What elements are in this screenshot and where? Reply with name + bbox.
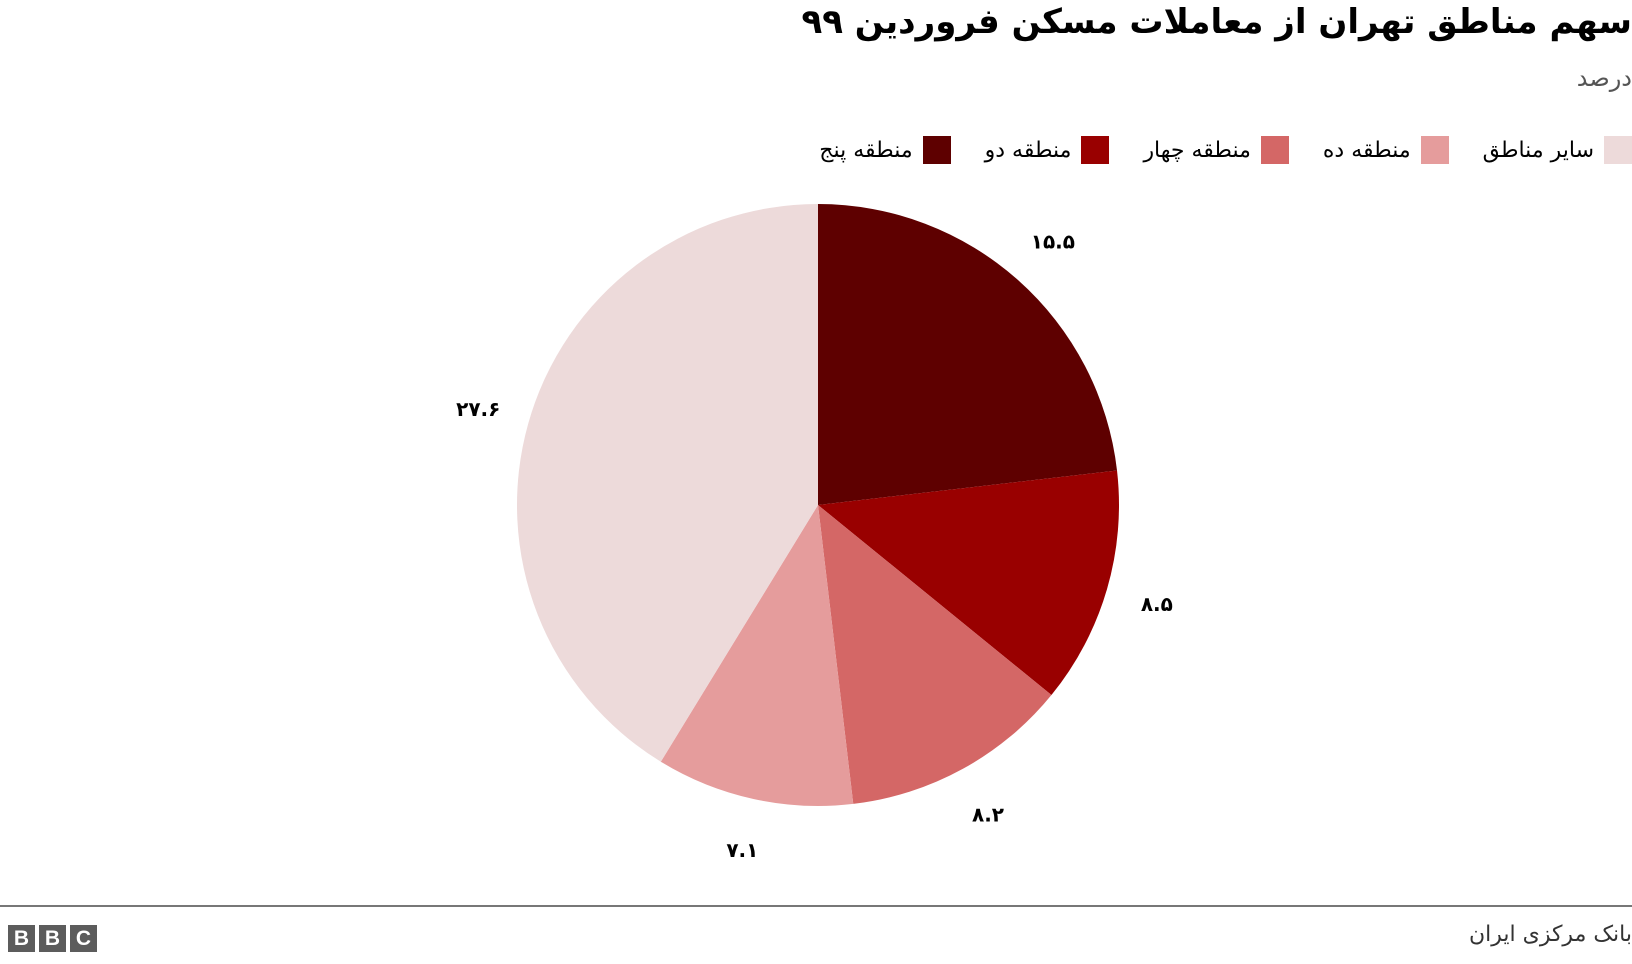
footer-divider [0, 905, 1632, 907]
data-label: ۸.۲ [972, 802, 1004, 826]
pie-slice [517, 204, 818, 762]
legend-item: منطقه چهار [1143, 136, 1289, 164]
pie-slice [818, 204, 1118, 505]
legend-item: منطقه ده [1323, 136, 1449, 164]
chart-subtitle: درصد [1576, 64, 1632, 92]
data-label: ۷.۱ [726, 838, 758, 862]
legend-item: منطقه دو [985, 136, 1110, 164]
data-label: ۱۵.۵ [1031, 229, 1075, 253]
legend-swatch [922, 136, 951, 164]
data-label: ۸.۵ [1141, 592, 1173, 616]
legend-swatch [1260, 136, 1289, 164]
chart-title: سهم مناطق تهران از معاملات مسکن فروردین … [801, 2, 1632, 42]
legend-swatch [1081, 136, 1110, 164]
legend-label: منطقه چهار [1143, 137, 1251, 163]
legend: سایر مناطق منطقه ده منطقه چهار منطقه دو … [819, 136, 1632, 164]
pie-chart: ۱۵.۵ ۸.۵ ۸.۲ ۷.۱ ۲۷.۶ [456, 204, 1173, 862]
legend-label: منطقه دو [984, 137, 1072, 163]
data-label: ۲۷.۶ [456, 397, 500, 421]
legend-label: سایر مناطق [1482, 137, 1594, 163]
legend-swatch [1604, 136, 1632, 164]
legend-item: منطقه پنج [819, 136, 951, 164]
legend-label: منطقه پنج [819, 137, 913, 163]
pie-slice [818, 505, 1052, 804]
legend-label: منطقه ده [1322, 137, 1411, 163]
source-text: بانک مرکزی ایران [1468, 922, 1632, 947]
pie-slice [818, 470, 1119, 696]
pie-slice [660, 505, 854, 806]
legend-item: سایر مناطق [1483, 136, 1632, 164]
legend-swatch [1420, 136, 1449, 164]
